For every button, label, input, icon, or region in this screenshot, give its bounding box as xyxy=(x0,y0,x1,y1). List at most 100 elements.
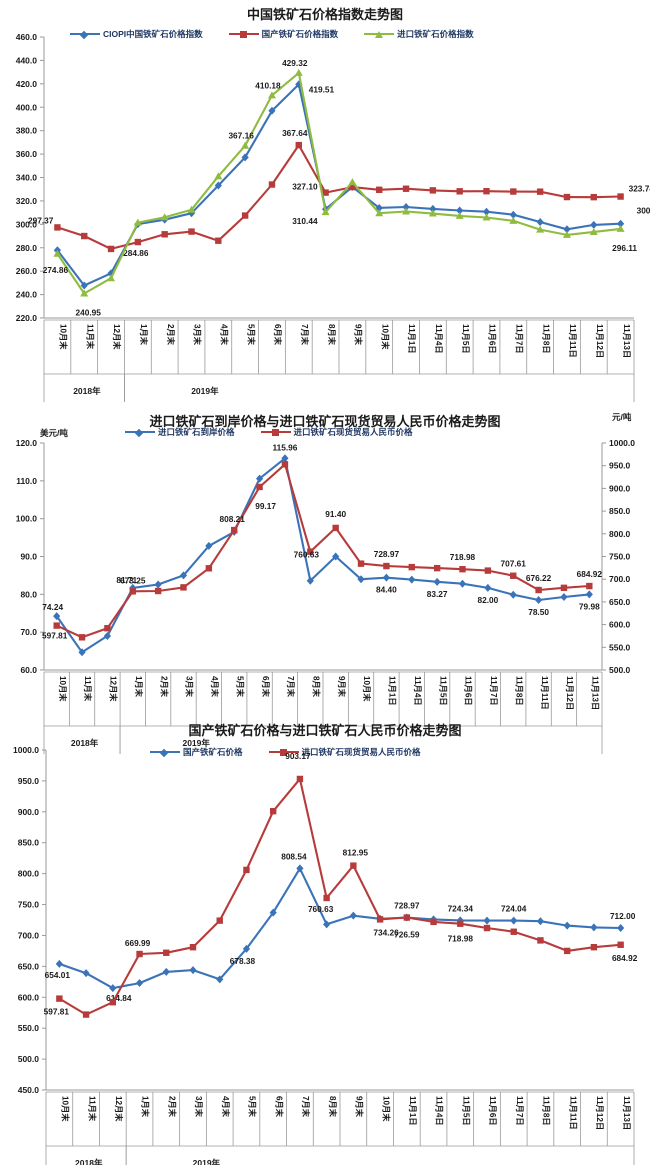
chart1-plot: 220.0 240.0 260.0 280.0 300.0 320.0 340.0 360.0… xyxy=(16,32,650,402)
x-axis-tick-label: 10月末 xyxy=(380,324,390,350)
x-axis-tick-label: 9月末 xyxy=(354,324,364,346)
legend-item[interactable]: 进口铁矿石现货贸易人民币价格 xyxy=(260,426,413,438)
y-axis-tick-label: 800.0 xyxy=(18,869,40,879)
data-series xyxy=(53,461,593,641)
x-axis-tick-label: 1月末 xyxy=(134,676,144,698)
x-axis-tick-label: 11月13日 xyxy=(622,1096,631,1130)
x-axis-tick-label: 11月7日 xyxy=(515,324,524,354)
data-point-label: 83.27 xyxy=(427,589,448,599)
x-axis-tick-label: 9月末 xyxy=(337,676,347,698)
x-axis-tick-label: 11月13日 xyxy=(591,676,600,710)
chart1-legend: CIOPI中国铁矿石价格指数 国产铁矿石价格指数 进口铁矿石价格指数 xyxy=(70,28,500,40)
y-axis-tick-label: 300.0 xyxy=(16,219,38,229)
x-axis-tick-label: 8月末 xyxy=(328,1096,338,1118)
y-axis-tick-label: 500.0 xyxy=(18,1054,40,1064)
legend-marker-icon xyxy=(364,29,395,39)
x-axis-tick-label: 6月末 xyxy=(261,676,271,698)
y-axis-tick-label: 600.0 xyxy=(18,992,40,1002)
data-point-label: 284.86 xyxy=(123,248,149,258)
x-axis-year-group-label: 2018年 xyxy=(71,738,99,748)
legend-item[interactable]: CIOPI中国铁矿石价格指数 xyxy=(70,28,203,40)
x-axis-tick-label: 4月末 xyxy=(220,324,230,346)
data-point-label: 728.97 xyxy=(374,549,400,559)
x-axis-tick-label: 11月12日 xyxy=(595,324,604,358)
x-axis-tick-label: 1月末 xyxy=(139,324,149,346)
data-point-label: 734.26 xyxy=(373,927,399,937)
x-axis-tick-label: 10月末 xyxy=(362,676,372,702)
y-axis-tick-label: 280.0 xyxy=(16,243,38,253)
data-point-label: 728.97 xyxy=(394,901,420,911)
data-point-label: 81.71 xyxy=(116,575,137,585)
right-y-axis-tick-label: 850.0 xyxy=(609,506,631,516)
chart2-legend: 进口铁矿石到岸价格 进口铁矿石现货贸易人民币价格 xyxy=(125,426,439,438)
data-point-label: 300.51 xyxy=(637,206,650,216)
right-y-axis-tick-label: 500.0 xyxy=(609,665,631,675)
legend-item[interactable]: 进口铁矿石到岸价格 xyxy=(125,426,235,438)
x-axis-tick-label: 3月末 xyxy=(185,676,195,698)
data-point-label: 903.17 xyxy=(285,751,311,761)
x-axis-tick-label: 11月末 xyxy=(83,676,93,702)
x-axis-tick-label: 11月7日 xyxy=(515,1096,524,1126)
chart-block-domestic-vs-import-rmb: 国产铁矿石价格与进口铁矿石人民币价格走势图 国产铁矿石价格 进口铁矿石现货贸易人民… xyxy=(0,710,650,1165)
data-point-label: 74.24 xyxy=(42,602,63,612)
x-axis-tick-label: 4月末 xyxy=(210,676,220,698)
x-axis-tick-label: 2月末 xyxy=(159,676,169,698)
x-axis-tick-label: 11月12日 xyxy=(595,1096,604,1130)
legend-label: 进口铁矿石现货贸易人民币价格 xyxy=(293,427,413,437)
data-point-label: 724.04 xyxy=(501,904,527,914)
right-y-axis-tick-label: 600.0 xyxy=(609,620,631,630)
data-series xyxy=(53,68,625,297)
legend-marker-icon xyxy=(260,427,291,437)
legend-marker-icon xyxy=(150,747,180,758)
right-y-axis-tick-label: 650.0 xyxy=(609,597,631,607)
x-axis-tick-label: 6月末 xyxy=(274,1096,284,1118)
data-series xyxy=(55,864,625,993)
data-point-label: 726.59 xyxy=(394,930,420,940)
data-point-label: 718.98 xyxy=(448,934,474,944)
data-point-label: 274.86 xyxy=(43,265,69,275)
y-axis-tick-label: 240.0 xyxy=(16,290,38,300)
x-axis-tick-label: 9月末 xyxy=(355,1096,365,1118)
y-axis-tick-label: 400.0 xyxy=(16,102,38,112)
y-axis-tick-label: 440.0 xyxy=(16,55,38,65)
x-axis-tick-label: 12月末 xyxy=(114,1096,124,1122)
x-axis-tick-label: 2月末 xyxy=(167,1096,177,1118)
chart1-title: 中国铁矿石价格指数走势图 xyxy=(246,7,403,22)
data-series xyxy=(53,454,593,657)
x-axis-tick-label: 11月11日 xyxy=(540,676,549,710)
x-axis-tick-label: 8月末 xyxy=(327,324,337,346)
x-axis-tick-label: 5月末 xyxy=(248,1096,258,1118)
data-point-label: 673.25 xyxy=(120,575,146,585)
legend-label: 国产铁矿石价格 xyxy=(183,747,243,757)
y-axis-tick-label: 80.0 xyxy=(20,589,37,599)
x-axis-tick-label: 7月末 xyxy=(286,676,296,698)
x-axis-year-group-label: 2018年 xyxy=(75,1158,103,1165)
data-series xyxy=(53,80,625,290)
legend-item[interactable]: 国产铁矿石价格指数 xyxy=(228,28,338,40)
data-point-label: 597.81 xyxy=(44,1007,70,1017)
y-axis-tick-label: 420.0 xyxy=(16,79,38,89)
x-axis-tick-label: 10月末 xyxy=(381,1096,391,1122)
chart2-plot: 60.0 70.0 80.0 90.0 100.0 110.0 120.0 500.0 550.… xyxy=(16,438,635,754)
data-point-label: 808.54 xyxy=(281,851,307,861)
x-axis-tick-label: 11月6日 xyxy=(488,1096,497,1126)
data-point-label: 614.84 xyxy=(106,993,132,1003)
x-axis-tick-label: 10月末 xyxy=(58,676,68,702)
x-axis-tick-label: 12月末 xyxy=(112,324,122,350)
legend-label: 进口铁矿石价格指数 xyxy=(397,29,474,39)
data-point-label: 684.92 xyxy=(577,569,603,579)
x-axis-tick-label: 11月5日 xyxy=(461,324,470,354)
chart2-left-axis-unit: 美元/吨 xyxy=(40,428,68,438)
x-axis-tick-label: 11月11日 xyxy=(568,324,577,358)
x-axis-tick-label: 11月1日 xyxy=(407,324,416,354)
y-axis-tick-label: 950.0 xyxy=(18,776,40,786)
y-axis-tick-label: 650.0 xyxy=(18,961,40,971)
legend-marker-icon xyxy=(228,29,259,39)
y-axis-tick-label: 260.0 xyxy=(16,266,38,276)
legend-item[interactable]: 进口铁矿石价格指数 xyxy=(364,28,474,40)
chart3-plot: 450.0 500.0 550.0 600.0 650.0 700.0 750.0 800.0… xyxy=(13,745,638,1165)
y-axis-tick-label: 110.0 xyxy=(16,476,37,486)
legend-item[interactable]: 进口铁矿石现货贸易人民币价格 xyxy=(268,746,421,758)
x-axis-tick-label: 10月末 xyxy=(59,324,69,350)
legend-item[interactable]: 国产铁矿石价格 xyxy=(150,746,243,758)
